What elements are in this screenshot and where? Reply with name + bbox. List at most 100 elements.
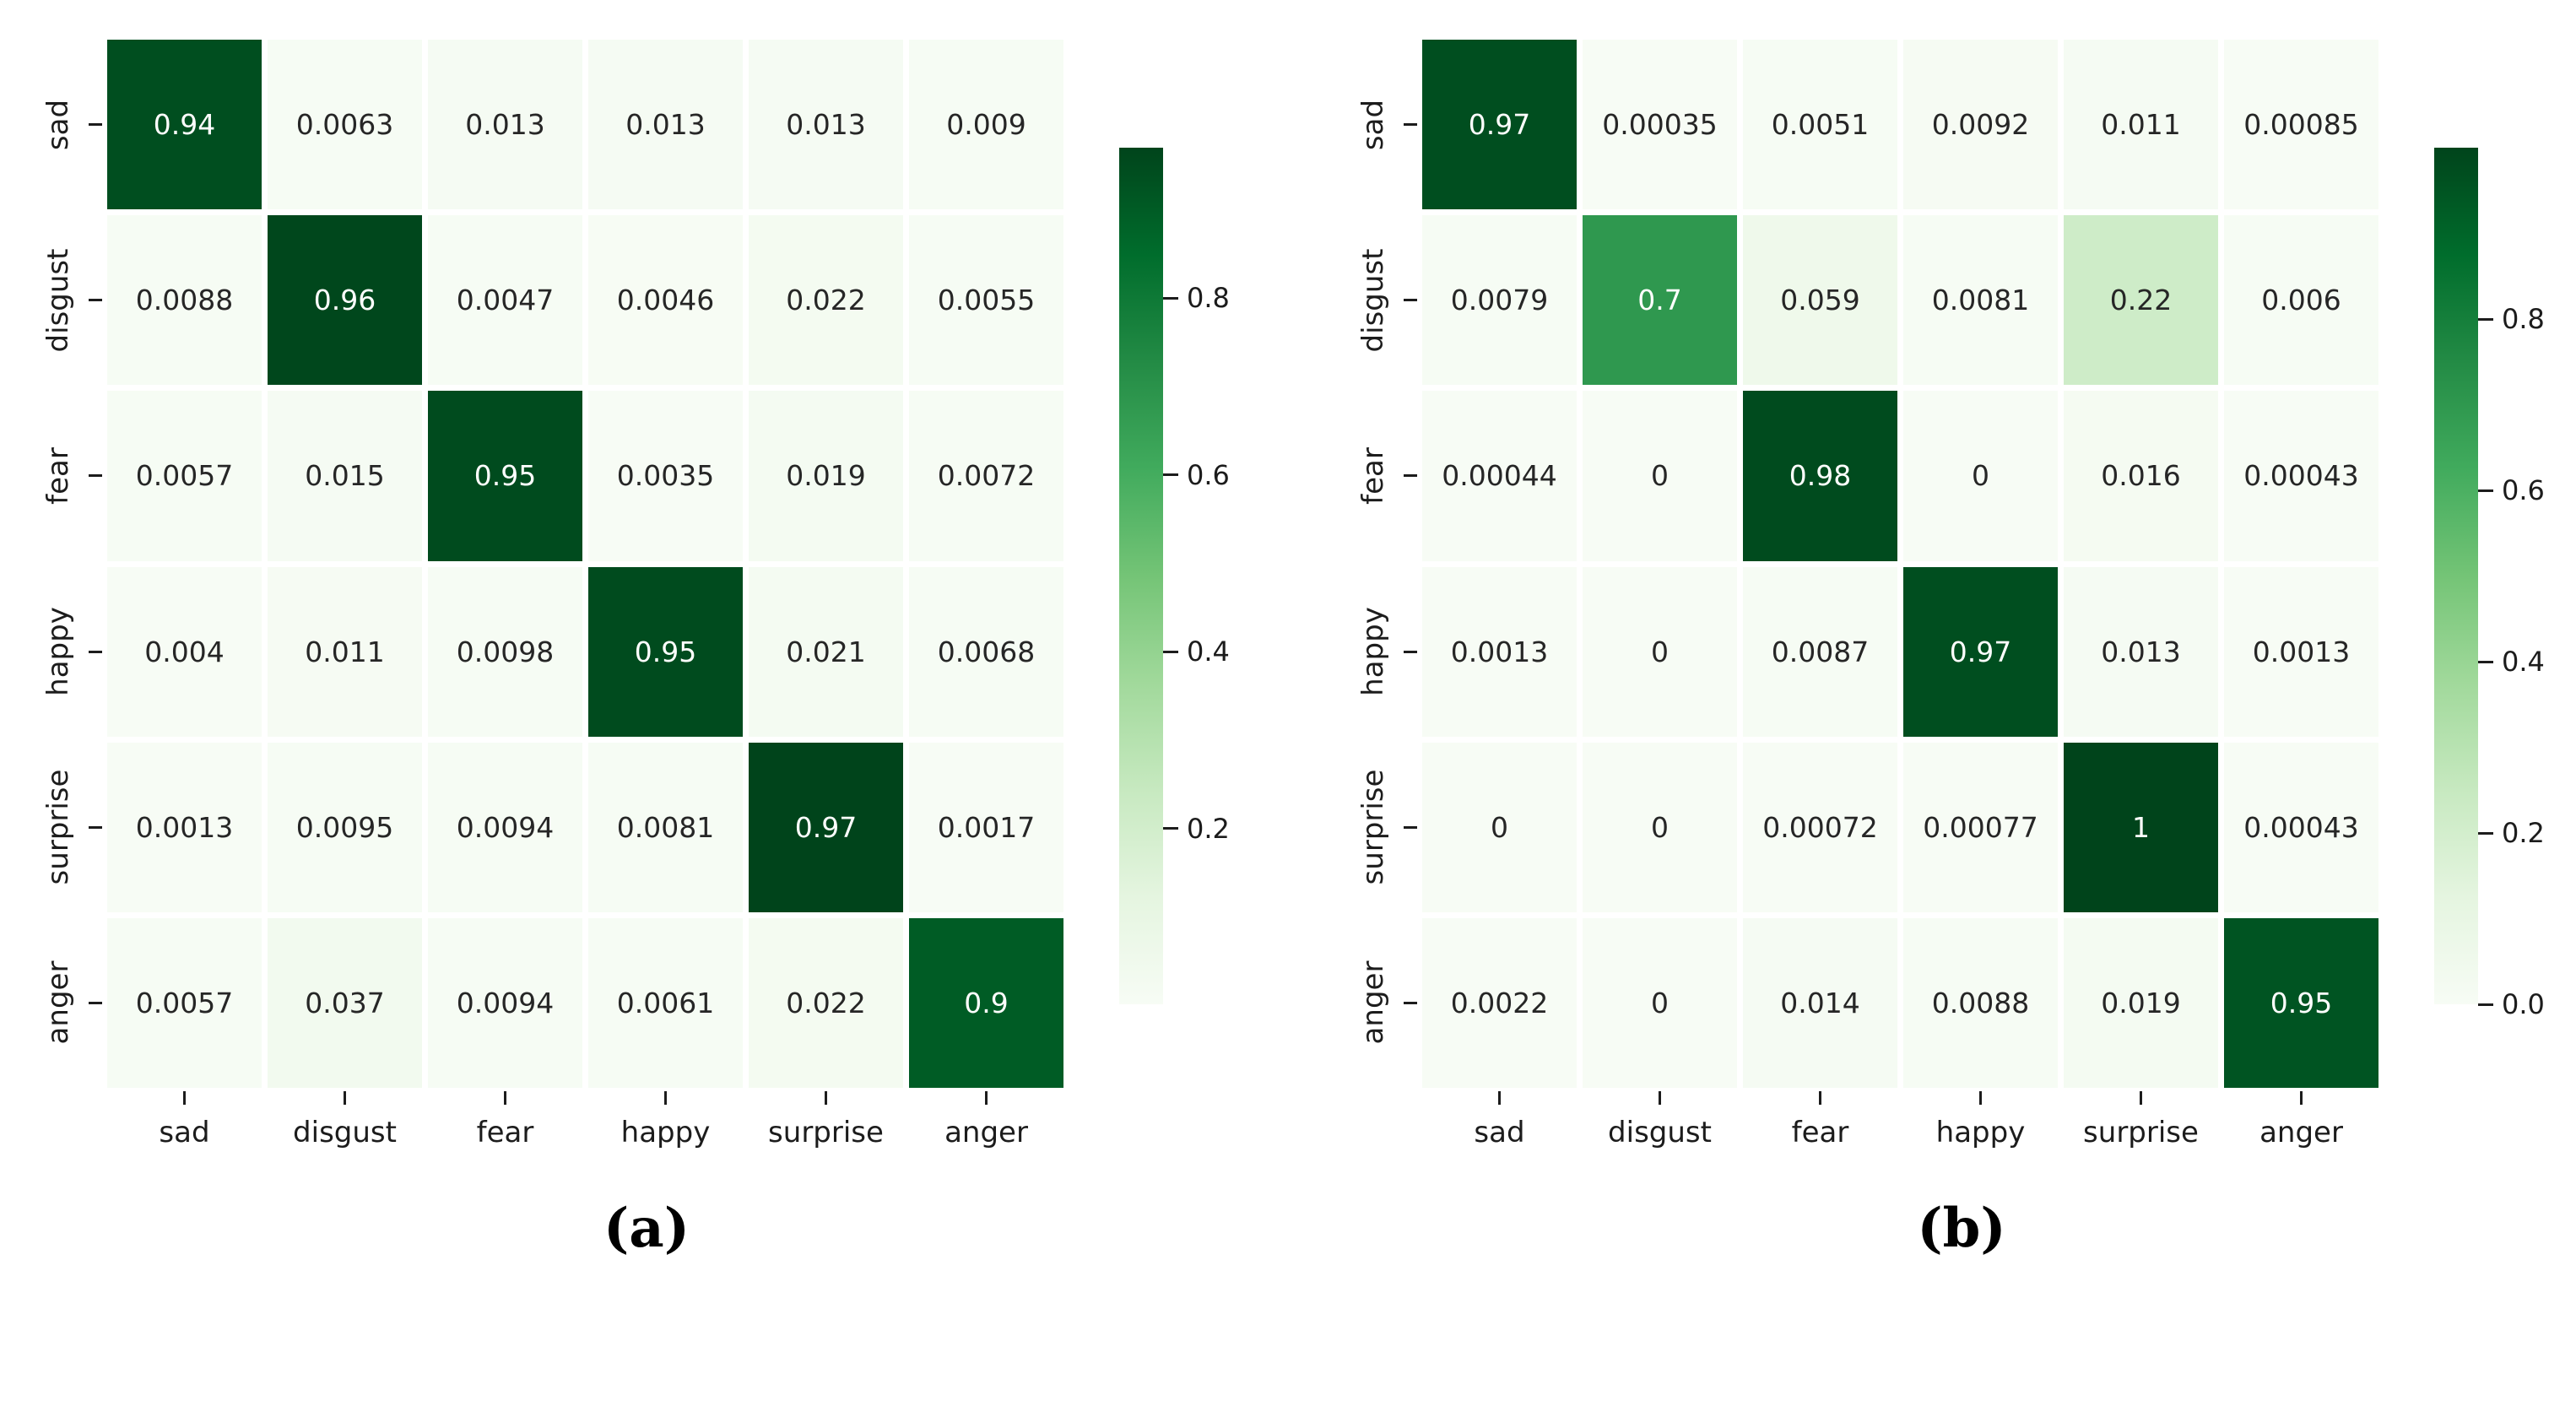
y-tick-label: disgust bbox=[1356, 248, 1390, 353]
heatmap-cell: 0.0013 bbox=[1422, 566, 1577, 737]
colorbar-tick-label: 0.2 bbox=[1187, 812, 1230, 845]
x-tick-label: disgust bbox=[1608, 1116, 1712, 1149]
cell-value: 0.0013 bbox=[1450, 635, 1549, 668]
heatmap-cell: 0.0035 bbox=[588, 391, 743, 561]
heatmap-cell: 0 bbox=[1583, 917, 1737, 1088]
heatmap-cell: 0.0094 bbox=[428, 917, 582, 1088]
heatmap-cell: 0.013 bbox=[749, 40, 903, 210]
heatmap-cell: 0.0092 bbox=[1903, 40, 2058, 210]
y-tick-label: happy bbox=[41, 607, 75, 696]
y-tick-label: anger bbox=[41, 960, 75, 1045]
heatmap-cell: 0.013 bbox=[588, 40, 743, 210]
heatmap-cell: 0.0057 bbox=[107, 917, 262, 1088]
heatmap-cell: 0 bbox=[1583, 742, 1737, 912]
x-tick-mark bbox=[1659, 1091, 1661, 1105]
cell-value: 0.95 bbox=[474, 459, 537, 493]
x-tick-mark bbox=[985, 1091, 988, 1105]
cell-value: 0 bbox=[1651, 810, 1669, 844]
heatmap-cell: 0 bbox=[1583, 391, 1737, 561]
cell-value: 0.95 bbox=[634, 635, 697, 668]
heatmap-cell: 0.0055 bbox=[909, 215, 1063, 386]
heatmap-cell: 0.0095 bbox=[268, 742, 422, 912]
heatmap-cell: 0.00035 bbox=[1583, 40, 1737, 210]
heatmap-cell: 0.00043 bbox=[2224, 391, 2378, 561]
cell-value: 0.0098 bbox=[456, 635, 555, 668]
heatmap-cell: 0.015 bbox=[268, 391, 422, 561]
x-tick-label: surprise bbox=[768, 1116, 884, 1149]
heatmap-cell: 0.011 bbox=[2064, 40, 2218, 210]
cell-value: 0.0088 bbox=[135, 284, 234, 317]
heatmap-cell: 0.0013 bbox=[107, 742, 262, 912]
y-tick-mark bbox=[1404, 1001, 1417, 1004]
cell-value: 0 bbox=[1491, 810, 1508, 844]
heatmap-cell: 0.0013 bbox=[2224, 566, 2378, 737]
x-tick-mark bbox=[825, 1091, 827, 1105]
heatmap-cell: 0.00044 bbox=[1422, 391, 1577, 561]
colorbar-tick-label: 0.8 bbox=[2502, 303, 2545, 335]
cell-value: 0.0047 bbox=[456, 284, 555, 317]
cell-value: 0.021 bbox=[786, 635, 866, 668]
heatmap-cell: 0.0063 bbox=[268, 40, 422, 210]
heatmap-cell: 0.0017 bbox=[909, 742, 1063, 912]
colorbar-tick-mark bbox=[2478, 1003, 2493, 1006]
y-tick-mark bbox=[89, 299, 102, 302]
cell-value: 0 bbox=[1972, 459, 1989, 493]
y-tick-label: happy bbox=[1356, 607, 1390, 696]
heatmap-cell: 0.95 bbox=[588, 566, 743, 737]
cell-value: 0.0055 bbox=[937, 284, 1036, 317]
panel-caption: (b) bbox=[1917, 1197, 2006, 1260]
x-tick-label: fear bbox=[1791, 1116, 1849, 1149]
cell-value: 0.96 bbox=[313, 284, 376, 317]
cell-value: 0.0094 bbox=[456, 986, 555, 1019]
cell-value: 0.0035 bbox=[616, 459, 715, 493]
heatmap-cell: 0.0094 bbox=[428, 742, 582, 912]
colorbar-tick-mark bbox=[2478, 317, 2493, 321]
cell-value: 0.019 bbox=[2101, 986, 2181, 1019]
cell-value: 0.037 bbox=[305, 986, 385, 1019]
cell-value: 0.0081 bbox=[1931, 284, 2030, 317]
cell-value: 0.015 bbox=[305, 459, 385, 493]
cell-value: 0.9 bbox=[964, 986, 1009, 1019]
heatmap-cell: 0.0081 bbox=[588, 742, 743, 912]
heatmap-cell: 0.0061 bbox=[588, 917, 743, 1088]
cell-value: 0.0046 bbox=[616, 284, 715, 317]
cell-value: 0.004 bbox=[144, 635, 225, 668]
x-tick-mark bbox=[2300, 1091, 2303, 1105]
cell-value: 0.009 bbox=[946, 108, 1026, 142]
cell-value: 0.011 bbox=[2101, 108, 2181, 142]
cell-value: 0 bbox=[1651, 986, 1669, 1019]
cell-value: 0.22 bbox=[2109, 284, 2173, 317]
heatmap-cell: 0.0057 bbox=[107, 391, 262, 561]
cell-value: 0.0061 bbox=[616, 986, 715, 1019]
heatmap-cell: 0.0088 bbox=[1903, 917, 2058, 1088]
x-tick-label: anger bbox=[2259, 1116, 2343, 1149]
x-tick-mark bbox=[344, 1091, 346, 1105]
x-tick-mark bbox=[183, 1091, 186, 1105]
y-tick-mark bbox=[89, 1001, 102, 1004]
heatmap-cell: 0.0046 bbox=[588, 215, 743, 386]
cell-value: 0.0057 bbox=[135, 459, 234, 493]
heatmap-cell: 0.0022 bbox=[1422, 917, 1577, 1088]
cell-value: 0.006 bbox=[2261, 284, 2341, 317]
x-tick-mark bbox=[1819, 1091, 1821, 1105]
x-tick-mark bbox=[2140, 1091, 2142, 1105]
x-tick-label: sad bbox=[1474, 1116, 1525, 1149]
cell-value: 0.00072 bbox=[1762, 810, 1878, 844]
y-tick-mark bbox=[1404, 299, 1417, 302]
heatmap-cell: 0.011 bbox=[268, 566, 422, 737]
x-tick-label: fear bbox=[476, 1116, 534, 1149]
heatmap-cell: 0.97 bbox=[749, 742, 903, 912]
cell-value: 0.0079 bbox=[1450, 284, 1549, 317]
cell-value: 0.0094 bbox=[456, 810, 555, 844]
cell-value: 0.059 bbox=[1780, 284, 1860, 317]
heatmap-cell: 0.95 bbox=[428, 391, 582, 561]
heatmap-cell: 0.97 bbox=[1903, 566, 2058, 737]
colorbar-tick-mark bbox=[1163, 296, 1178, 300]
cell-value: 0.0095 bbox=[295, 810, 394, 844]
heatmap-cell: 0 bbox=[1583, 566, 1737, 737]
cell-value: 0.016 bbox=[2101, 459, 2181, 493]
heatmap-cell: 0.7 bbox=[1583, 215, 1737, 386]
cell-value: 0.0051 bbox=[1771, 108, 1870, 142]
cell-value: 0.94 bbox=[153, 108, 216, 142]
